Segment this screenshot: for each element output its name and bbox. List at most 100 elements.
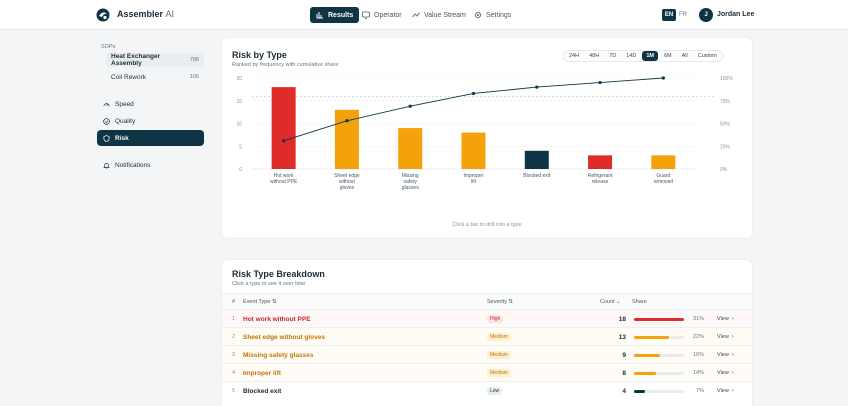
x-tick-label: Sheet edge	[334, 173, 360, 179]
breakdown-subtitle: Click a type to see it over time	[232, 281, 306, 287]
sidebar-item-speed[interactable]: Speed	[97, 96, 204, 112]
range-14d-button[interactable]: 14D	[626, 53, 637, 59]
range-custom-button[interactable]: Custom	[697, 53, 717, 59]
view-button[interactable]: View ›	[717, 370, 734, 376]
count-value: 8	[622, 370, 626, 377]
severity-badge: Medium	[487, 369, 511, 377]
range-all-button[interactable]: All	[681, 53, 688, 59]
table-row[interactable]: 2 Sheet edge without gloves Medium 13 22% Vie…	[222, 327, 752, 345]
chevron-right-icon: ›	[731, 352, 734, 358]
sidebar-item-risk[interactable]: Risk	[97, 130, 204, 146]
range-24h-button[interactable]: 24H	[569, 53, 580, 59]
top-header: Assembler AI Results Operator Value Stre…	[0, 0, 848, 30]
table-row[interactable]: 5 Blocked exit Low 4 7% View ›	[222, 381, 752, 399]
lang-en-button[interactable]: EN	[662, 9, 676, 21]
range-1m-button[interactable]: 1M	[642, 51, 658, 61]
lang-fr-button[interactable]: FR	[679, 12, 687, 18]
share-bar-fill	[634, 354, 660, 357]
x-tick-label: safety	[404, 179, 418, 185]
logo-icon[interactable]	[96, 8, 110, 22]
y2-tick-label: 50%	[720, 122, 731, 128]
event-type-link[interactable]: Improper lift	[243, 370, 281, 377]
event-type-link[interactable]: Blocked exit	[243, 388, 282, 395]
event-type-link[interactable]: Sheet edge without gloves	[243, 334, 325, 341]
bar[interactable]	[461, 132, 486, 169]
y-tick-label: 0	[239, 167, 242, 173]
y-tick-label: 5	[239, 144, 242, 150]
x-tick-label: Blocked exit	[523, 173, 551, 179]
cumulative-point	[535, 85, 539, 89]
sort-count[interactable]: Count ⌄	[600, 299, 621, 305]
risk-breakdown-card: Risk Type Breakdown Click a type to see …	[222, 260, 752, 406]
sidebar-item-quality[interactable]: Quality	[97, 113, 204, 129]
cumulative-point	[282, 139, 286, 143]
sort-severity[interactable]: Severity ⇅	[487, 299, 514, 305]
x-tick-label: without PPE	[270, 179, 298, 185]
range-48h-button[interactable]: 48H	[589, 53, 600, 59]
x-tick-label: lift	[471, 179, 477, 185]
bar[interactable]	[651, 155, 676, 169]
check-circle-icon	[103, 117, 110, 125]
share-bar-track	[634, 372, 684, 375]
breakdown-title: Risk Type Breakdown	[232, 269, 325, 279]
x-tick-label: removed	[654, 179, 674, 185]
severity-badge: Low	[487, 387, 503, 395]
count-value: 13	[618, 334, 626, 341]
range-6m-button[interactable]: 6M	[663, 53, 672, 59]
sop-coil-rework[interactable]: Coil Rework 106	[111, 73, 199, 81]
x-tick-label: Guard	[656, 173, 670, 179]
view-button[interactable]: View ›	[717, 334, 734, 340]
y-tick-label: 20	[236, 76, 242, 82]
table-row[interactable]: 4 Improper lift Medium 8 14% View ›	[222, 363, 752, 381]
avatar[interactable]: J	[699, 8, 713, 22]
cumulative-point	[345, 119, 349, 123]
y2-tick-label: 25%	[720, 144, 731, 150]
view-button[interactable]: View ›	[717, 316, 734, 322]
share-percent: 31%	[692, 316, 704, 322]
x-tick-label: release	[592, 179, 609, 185]
cumulative-point	[471, 91, 476, 96]
severity-badge: High	[487, 315, 504, 323]
sort-event-type[interactable]: Event Type ⇅	[243, 299, 277, 305]
nav-results[interactable]: Results	[310, 7, 360, 23]
nav-settings[interactable]: Settings	[468, 7, 517, 23]
flow-icon	[412, 12, 420, 18]
card-subtitle: Ranked by frequency with cumulative shar…	[232, 62, 339, 68]
count-value: 9	[622, 352, 626, 359]
chart-hint: Click a bar to drill into a type	[452, 222, 522, 228]
count-value: 4	[622, 388, 626, 395]
gear-icon	[475, 12, 481, 18]
sops-heading: SOPs	[101, 44, 116, 50]
severity-badge: Medium	[487, 351, 511, 359]
view-button[interactable]: View ›	[717, 352, 734, 358]
row-index: 2	[232, 334, 236, 340]
user-name[interactable]: Jordan Lee	[717, 11, 755, 18]
bar[interactable]	[588, 155, 613, 169]
severity-badge: Medium	[487, 333, 511, 341]
x-tick-label: Improper	[463, 173, 483, 179]
row-index: 4	[232, 370, 236, 376]
event-type-link[interactable]: Missing safety glasses	[243, 352, 314, 359]
bar[interactable]	[398, 128, 423, 169]
bar[interactable]	[524, 150, 549, 169]
y2-tick-label: 0%	[720, 167, 728, 173]
share-bar-fill	[634, 336, 670, 339]
share-percent: 22%	[692, 334, 704, 340]
sop-heat-exchanger-assembly[interactable]: Heat Exchanger Assembly 788	[106, 53, 204, 67]
view-button[interactable]: View ›	[717, 388, 734, 394]
range-7d-button[interactable]: 7D	[609, 53, 617, 59]
chevron-right-icon: ›	[731, 334, 734, 340]
brand-name: Assembler AI	[117, 9, 175, 19]
table-row[interactable]: 3 Missing safety glasses Medium 9 16% View ›	[222, 345, 752, 363]
nav-operator[interactable]: Operator	[356, 7, 408, 23]
share-percent: 16%	[692, 352, 704, 358]
cumulative-point	[661, 76, 665, 80]
cumulative-point	[598, 80, 602, 85]
table-row[interactable]: 1 Hot work without PPE High 18 31% View ›	[222, 309, 752, 327]
share-bar-fill	[634, 318, 684, 321]
sidebar-item-notifications[interactable]: Notifications	[97, 157, 204, 173]
event-type-link[interactable]: Hot work without PPE	[243, 316, 311, 323]
bar[interactable]	[271, 87, 296, 169]
nav-value-stream[interactable]: Value Stream	[406, 7, 472, 23]
